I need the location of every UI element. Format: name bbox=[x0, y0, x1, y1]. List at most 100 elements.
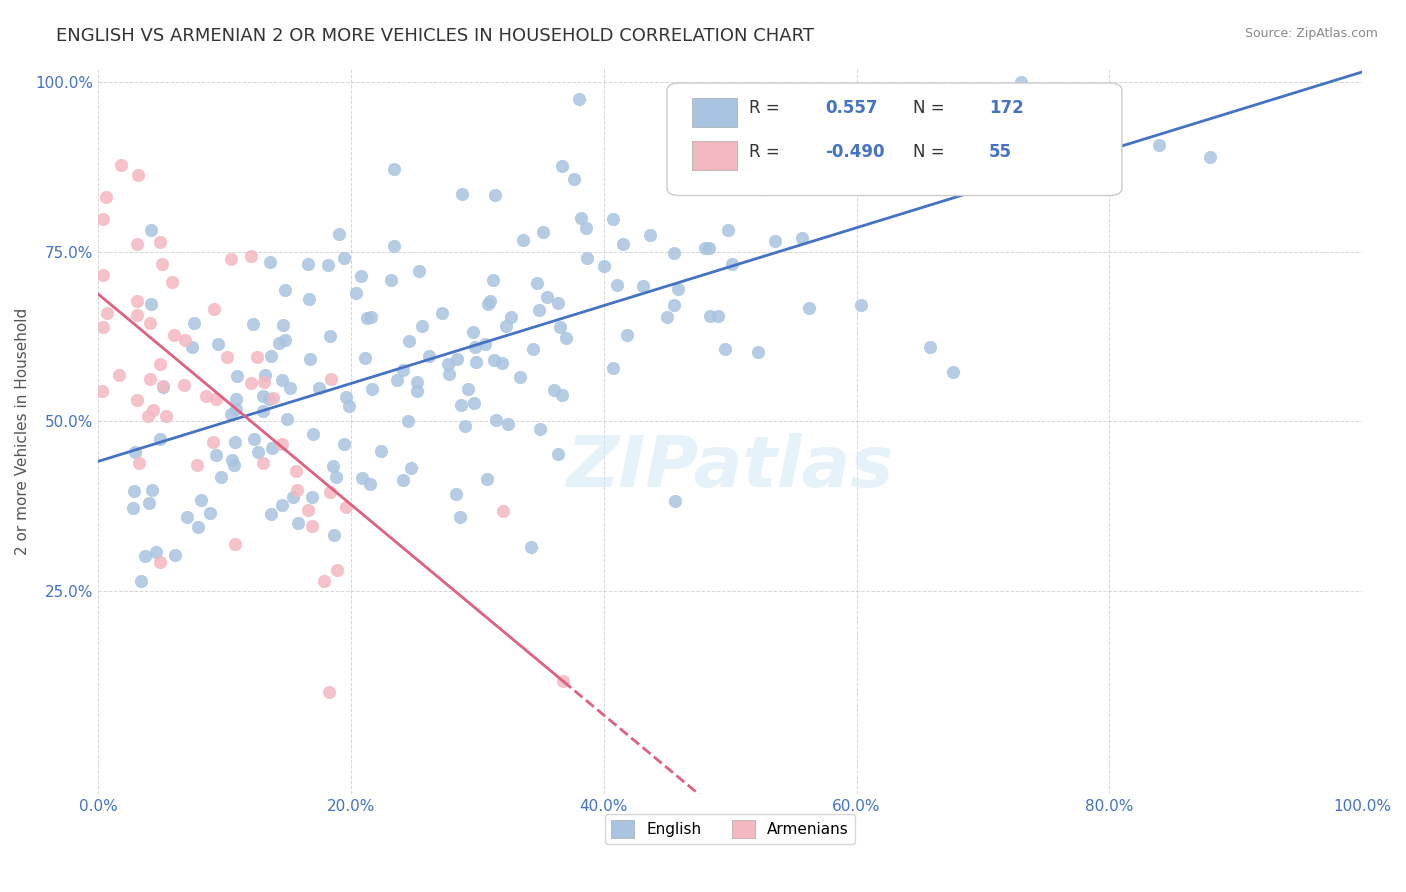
Point bbox=[444, 487, 467, 501]
Point bbox=[714, 343, 737, 357]
Point bbox=[485, 413, 508, 427]
Point bbox=[738, 118, 761, 132]
Point bbox=[716, 223, 738, 237]
Point bbox=[260, 507, 283, 521]
Point bbox=[335, 500, 357, 515]
Point bbox=[408, 264, 430, 278]
Point bbox=[526, 277, 548, 291]
Point bbox=[322, 459, 344, 474]
Point bbox=[319, 329, 342, 343]
Point bbox=[550, 159, 572, 173]
Point bbox=[176, 509, 198, 524]
Point bbox=[575, 221, 598, 235]
Point bbox=[475, 472, 498, 486]
Point bbox=[548, 319, 571, 334]
Point bbox=[301, 518, 323, 533]
Point bbox=[449, 510, 471, 524]
Point bbox=[747, 345, 769, 359]
Point bbox=[240, 376, 263, 391]
Point bbox=[91, 319, 114, 334]
Point bbox=[512, 233, 534, 247]
Point bbox=[482, 273, 505, 287]
Point bbox=[276, 412, 298, 426]
Text: N =: N = bbox=[914, 143, 950, 161]
Point bbox=[763, 235, 786, 249]
Point bbox=[149, 432, 172, 446]
Point bbox=[322, 528, 344, 542]
Point bbox=[280, 381, 302, 395]
Point bbox=[349, 269, 371, 284]
Point bbox=[273, 333, 295, 347]
Point bbox=[360, 383, 382, 397]
Point bbox=[477, 297, 499, 311]
Point bbox=[195, 389, 218, 403]
Text: Source: ZipAtlas.com: Source: ZipAtlas.com bbox=[1244, 27, 1378, 40]
Point bbox=[382, 161, 405, 176]
Point bbox=[631, 278, 654, 293]
Point bbox=[709, 120, 731, 135]
Point bbox=[478, 294, 501, 309]
Point bbox=[568, 92, 591, 106]
Point bbox=[209, 469, 232, 483]
Point bbox=[529, 422, 551, 436]
Point bbox=[91, 268, 114, 282]
Point bbox=[94, 190, 117, 204]
Point bbox=[918, 340, 941, 354]
Point bbox=[555, 331, 578, 345]
Point bbox=[849, 298, 872, 312]
Point bbox=[240, 249, 263, 263]
Point bbox=[108, 368, 131, 382]
Point bbox=[406, 384, 429, 399]
Point bbox=[271, 318, 294, 333]
Point bbox=[90, 384, 112, 398]
Point bbox=[808, 173, 831, 187]
Point bbox=[457, 382, 479, 396]
Point bbox=[125, 392, 148, 407]
Point bbox=[707, 310, 730, 324]
Point bbox=[274, 283, 297, 297]
Point bbox=[173, 377, 195, 392]
FancyBboxPatch shape bbox=[666, 83, 1122, 195]
Point bbox=[152, 379, 174, 393]
Point bbox=[655, 310, 678, 324]
Point bbox=[432, 306, 454, 320]
Point bbox=[749, 182, 772, 196]
Point bbox=[492, 504, 515, 518]
Point bbox=[602, 360, 624, 375]
Point bbox=[139, 372, 162, 386]
Bar bbox=[692, 97, 737, 127]
Point bbox=[699, 309, 721, 323]
Point bbox=[509, 370, 531, 384]
Point bbox=[437, 367, 460, 381]
Point bbox=[142, 402, 165, 417]
Point bbox=[356, 310, 378, 325]
Point bbox=[382, 239, 405, 253]
Point bbox=[141, 483, 163, 497]
Point bbox=[262, 441, 284, 455]
Point bbox=[148, 357, 170, 371]
Point bbox=[482, 353, 505, 368]
Point bbox=[136, 409, 159, 423]
Point bbox=[260, 349, 283, 363]
Point bbox=[354, 351, 377, 365]
Y-axis label: 2 or more Vehicles in Household: 2 or more Vehicles in Household bbox=[15, 308, 30, 555]
Point bbox=[551, 388, 574, 402]
Point bbox=[298, 351, 321, 366]
Point bbox=[562, 171, 585, 186]
Point bbox=[418, 349, 440, 363]
Point bbox=[205, 392, 228, 407]
Point bbox=[301, 490, 323, 504]
Point bbox=[139, 297, 162, 311]
Point bbox=[225, 392, 247, 407]
Point bbox=[125, 293, 148, 308]
Point bbox=[253, 368, 276, 383]
Point bbox=[606, 277, 628, 292]
Point bbox=[243, 432, 266, 446]
Point bbox=[145, 545, 167, 559]
Point bbox=[450, 398, 472, 412]
Point bbox=[202, 434, 225, 449]
Point bbox=[553, 674, 575, 689]
Point bbox=[149, 556, 172, 570]
Point bbox=[333, 251, 356, 265]
Point bbox=[138, 496, 160, 510]
